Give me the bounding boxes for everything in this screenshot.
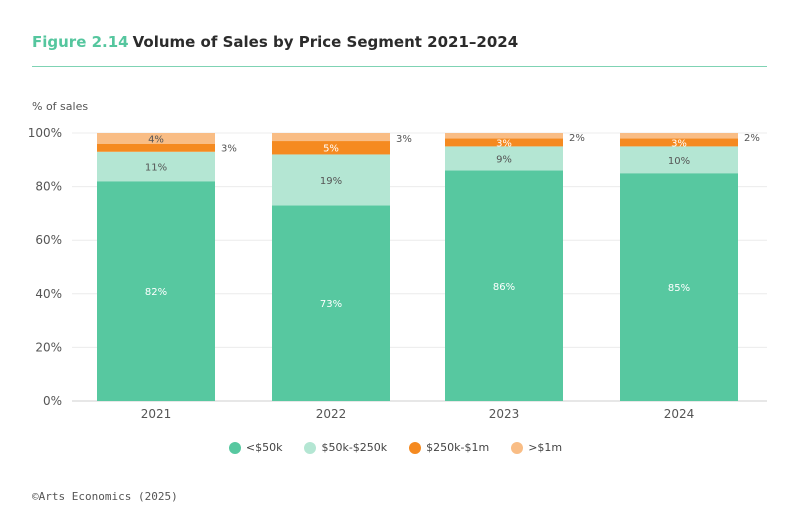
legend-item: <$50k [228,441,283,454]
source-credit: ©Arts Economics (2025) [32,490,178,503]
legend-label: <$50k [245,441,283,454]
data-label: 2% [744,133,760,144]
bar-segment [620,133,738,139]
bars: 82% 11% 3% 4% 73% 19% 5% 3% 86% 9% 3% 2% 85% 10% 3% 2% [97,133,760,401]
data-label: 19% [320,176,342,187]
x-tick-label: 2021 [141,407,172,421]
data-label: 3% [496,138,512,149]
y-tick-label: 100% [28,126,62,140]
bar-segment [97,181,215,401]
bar-segment [445,170,563,401]
data-label: 11% [145,163,167,174]
data-label: 2% [569,133,585,144]
legend-label: $50k-$250k [321,441,388,454]
legend-item: $250k-$1m [409,441,489,454]
title-text: Volume of Sales by Price Segment 2021–20… [132,33,519,51]
legend-label: >$1m [528,441,563,454]
data-label: 86% [493,282,515,293]
bar-segment [272,205,390,401]
data-label: 9% [496,154,512,165]
bar-segment [272,133,390,142]
x-tick-labels: 2021 2022 2023 2024 [141,407,695,421]
bar-segment [97,133,215,144]
bar-segment [97,143,215,152]
legend-swatch [511,441,524,454]
x-tick-label: 2022 [316,407,347,421]
legend-label: $250k-$1m [426,441,490,454]
legend-swatch [304,441,317,454]
data-label: 5% [323,144,339,155]
data-label: 82% [145,287,167,298]
legend-item: >$1m [511,441,562,454]
chart-title: Figure 2.14 Volume of Sales by Price Segm… [32,33,518,51]
title-divider [32,66,767,67]
bar-segment [445,133,563,139]
legend-item: $50k-$250k [304,441,387,454]
bar-segment [272,141,390,155]
x-tick-label: 2023 [489,407,520,421]
y-axis-label: % of sales [32,100,89,113]
bar-segment [272,154,390,206]
data-label: 3% [396,134,412,145]
bar-segment [620,138,738,147]
figure-number: Figure 2.14 [32,33,129,51]
legend-swatch [228,441,241,454]
legend-swatch [409,441,422,454]
y-tick-labels: 0% 20% 40% 60% 80% 100% [28,126,62,408]
data-label: 10% [668,156,690,167]
bar-segment [620,173,738,401]
bar-segment [445,146,563,171]
x-tick-label: 2024 [664,407,695,421]
y-tick-label: 60% [35,233,62,247]
y-tick-label: 80% [35,180,62,194]
data-label: 3% [671,138,687,149]
legend: <$50k $50k-$250k $250k-$1m >$1m [0,441,791,454]
data-label: 73% [320,299,342,310]
bar-segment [97,151,215,182]
data-label: 4% [148,134,164,145]
data-label: 85% [668,283,690,294]
data-label: 3% [221,144,237,155]
y-tick-label: 40% [35,287,62,301]
y-tick-label: 20% [35,340,62,354]
y-tick-label: 0% [43,394,62,408]
bar-segment [445,138,563,147]
bar-segment [620,146,738,174]
